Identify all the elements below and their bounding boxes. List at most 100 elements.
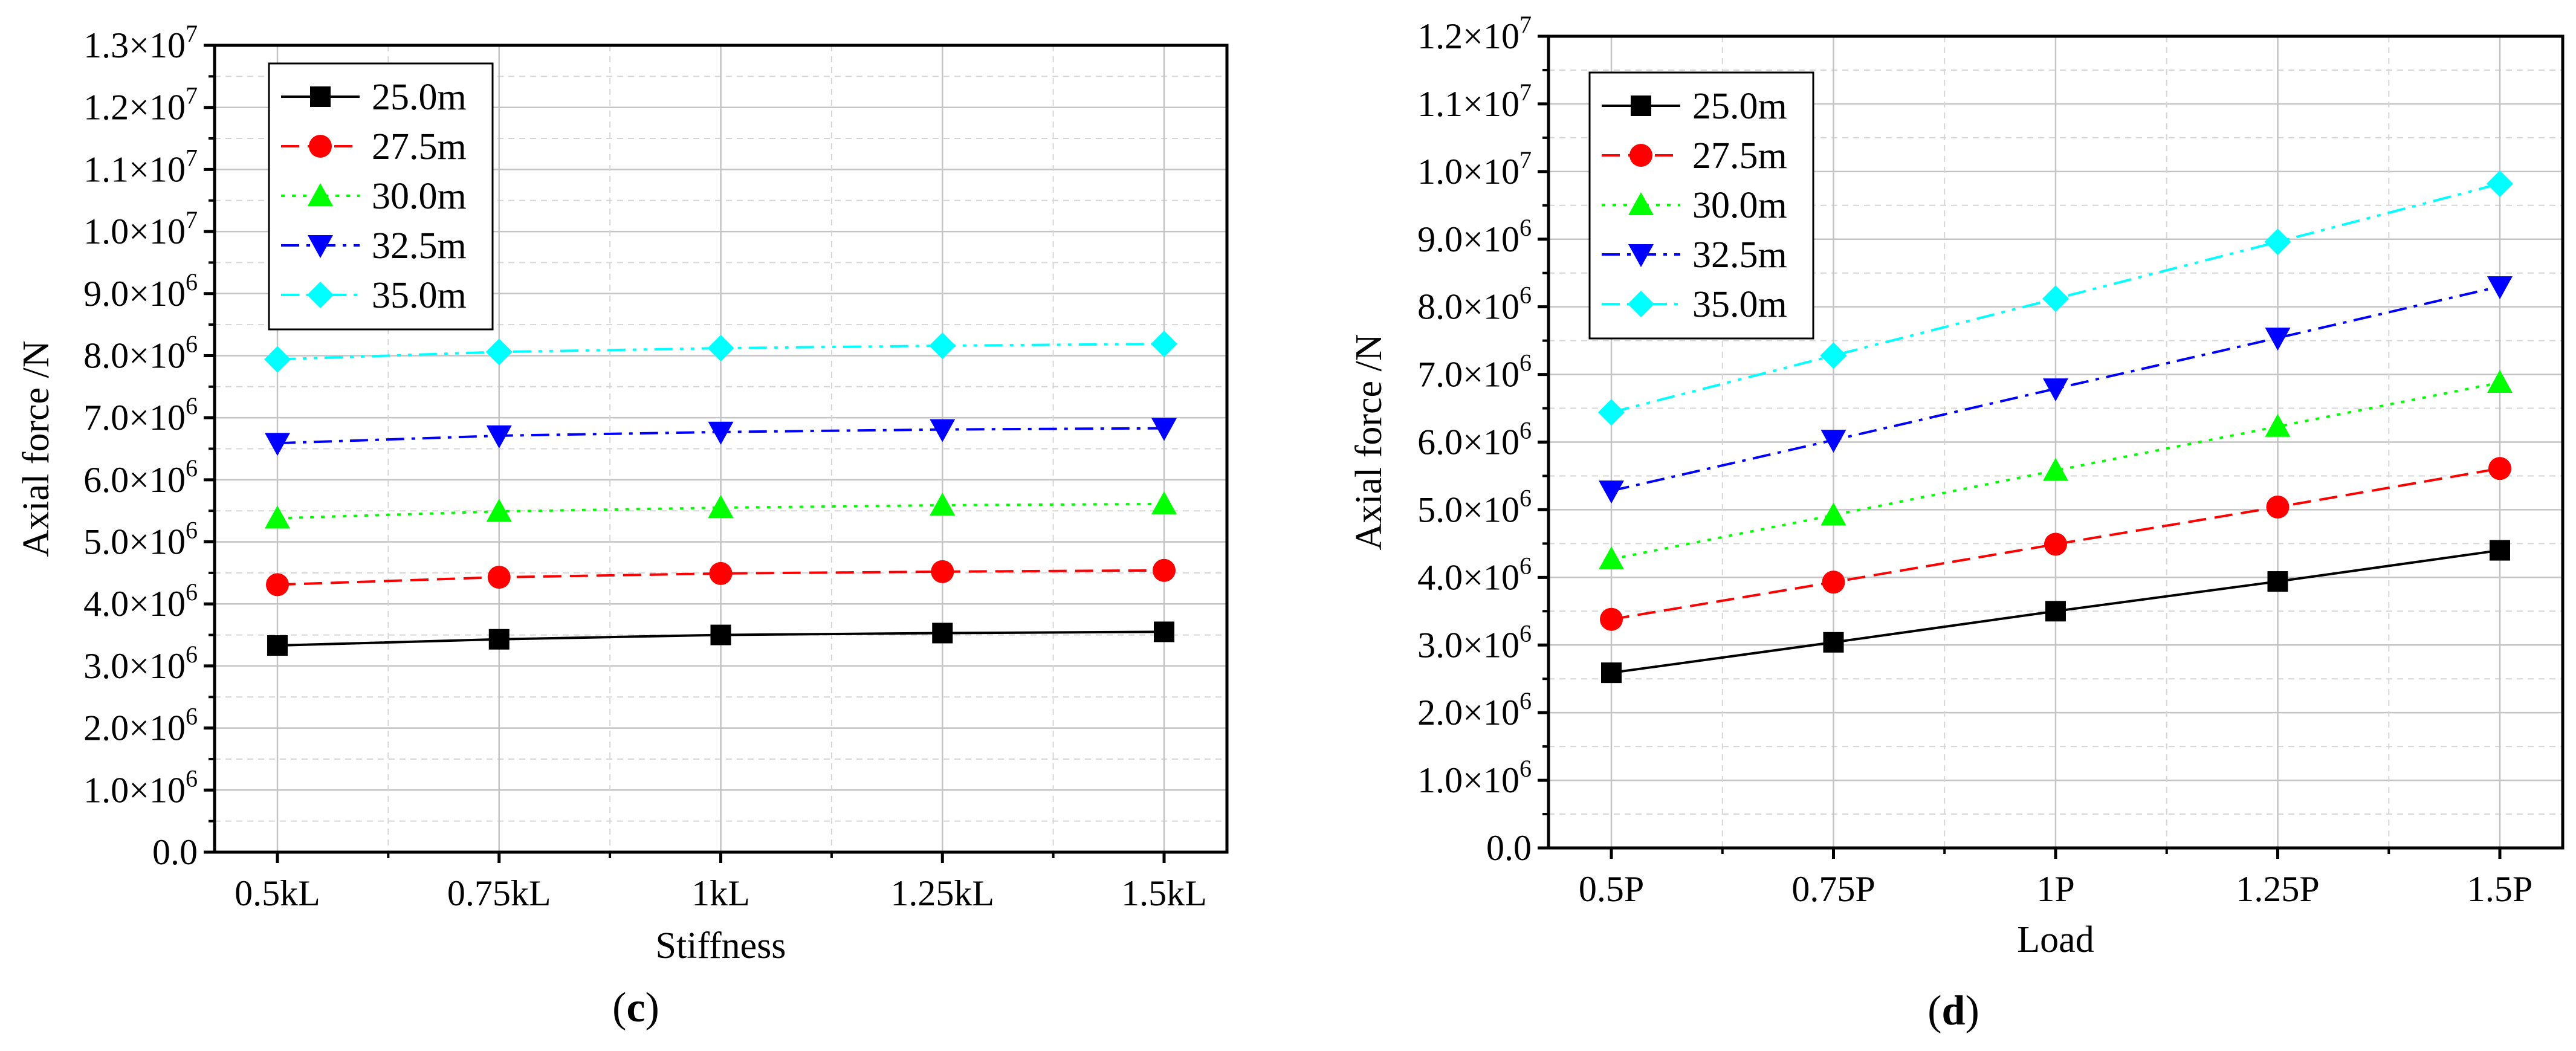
legend-label: 27.5m xyxy=(372,126,467,167)
legend-item: 25.0m xyxy=(281,77,467,118)
data-point xyxy=(1151,418,1177,441)
legend-label: 32.5m xyxy=(1692,234,1787,276)
y-tick-exponent: 7 xyxy=(186,82,198,109)
legend-marker xyxy=(310,86,331,107)
y-tick-mantissa: 1.3×10 xyxy=(83,25,186,65)
y-tick-label: 5.0×106 xyxy=(1417,484,1532,529)
data-point xyxy=(1823,632,1844,653)
data-point xyxy=(2043,378,2068,402)
x-tick-label: 1.25P xyxy=(2236,869,2319,909)
y-tick-mantissa: 9.0×10 xyxy=(83,274,186,314)
legend-label: 35.0m xyxy=(372,275,467,316)
data-point xyxy=(710,624,731,645)
y-tick-exponent: 6 xyxy=(186,578,198,606)
y-tick-label: 7.0×106 xyxy=(83,392,198,438)
y-tick-exponent: 6 xyxy=(1519,619,1532,647)
y-tick-mantissa: 2.0×10 xyxy=(1417,693,1519,732)
y-tick-exponent: 6 xyxy=(186,517,198,544)
legend-item: 32.5m xyxy=(1602,234,1787,276)
data-point xyxy=(265,505,290,529)
data-point xyxy=(929,332,956,360)
y-tick-label: 2.0×106 xyxy=(83,703,198,748)
data-point xyxy=(1151,330,1177,357)
data-point xyxy=(1154,621,1174,642)
y-tick-label: 1.0×106 xyxy=(83,765,198,810)
panel-label-letter: c xyxy=(626,985,645,1031)
data-point xyxy=(930,492,956,516)
x-axis: 0.5kL 0.75kL 1kL 1.25kL 1.5kL xyxy=(235,852,1207,913)
x-tick-label: 1kL xyxy=(691,873,750,913)
data-point xyxy=(2487,170,2513,197)
y-tick-exponent: 7 xyxy=(186,20,198,47)
y-tick-mantissa: 7.0×10 xyxy=(83,398,186,438)
data-point xyxy=(2490,540,2510,561)
data-point xyxy=(1820,502,1846,526)
data-point xyxy=(487,566,511,589)
data-point xyxy=(2487,276,2513,300)
y-tick-exponent: 6 xyxy=(186,641,198,668)
data-point xyxy=(2488,457,2511,480)
data-point xyxy=(1600,607,1623,631)
x-tick-label: 1.5P xyxy=(2467,869,2532,909)
y-tick-exponent: 6 xyxy=(1519,687,1532,714)
data-point xyxy=(707,335,734,362)
x-tick-label: 1.25kL xyxy=(890,873,994,913)
y-tick-label: 0.0 xyxy=(1486,828,1532,868)
data-point xyxy=(1151,491,1177,514)
y-tick-mantissa: 1.0×10 xyxy=(1417,152,1519,192)
y-tick-exponent: 6 xyxy=(186,703,198,730)
panel-label-letter: d xyxy=(1942,988,1966,1034)
y-tick-mantissa: 9.0×10 xyxy=(1417,219,1519,259)
y-tick-label: 1.0×107 xyxy=(83,206,198,251)
panel-label-close: ) xyxy=(1965,988,1979,1034)
y-tick-mantissa: 1.2×10 xyxy=(83,88,186,128)
x-axis: 0.5P 0.75P 1P 1.25P 1.5P xyxy=(1579,848,2532,909)
y-tick-exponent: 6 xyxy=(186,392,198,419)
y-tick-exponent: 7 xyxy=(1519,11,1532,38)
y-axis-title: Axial force /N xyxy=(1348,334,1390,550)
panel-label-open: ( xyxy=(612,985,626,1031)
y-tick-exponent: 6 xyxy=(1519,214,1532,241)
legend-item: 35.0m xyxy=(1602,284,1787,325)
data-point xyxy=(2264,228,2291,256)
y-tick-label: 3.0×106 xyxy=(1417,619,1532,665)
legend-marker xyxy=(308,183,333,206)
data-point xyxy=(2045,601,2066,622)
legend-marker xyxy=(1628,291,1654,317)
y-axis: 0.01.0×1062.0×1063.0×1064.0×1065.0×1066.… xyxy=(1417,11,1549,868)
data-point xyxy=(486,425,512,448)
data-point xyxy=(485,338,513,366)
data-point xyxy=(2265,328,2291,351)
y-tick-exponent: 6 xyxy=(186,765,198,792)
y-tick-mantissa: 5.0×10 xyxy=(83,522,186,562)
y-tick-exponent: 6 xyxy=(1519,349,1532,377)
y-tick-label: 3.0×106 xyxy=(83,641,198,686)
y-tick-mantissa: 1.0×10 xyxy=(83,212,186,251)
data-point xyxy=(488,629,510,650)
panel-label-open: ( xyxy=(1927,988,1941,1034)
legend-label: 25.0m xyxy=(1692,86,1787,127)
y-tick-mantissa: 6.0×10 xyxy=(83,460,186,500)
data-point xyxy=(2044,532,2067,556)
legend-label: 30.0m xyxy=(372,176,467,217)
series-27.5m xyxy=(266,558,1176,597)
legend-item: 32.5m xyxy=(281,225,467,267)
series-30.0m xyxy=(1599,370,2513,570)
y-tick-exponent: 7 xyxy=(186,144,198,171)
data-point xyxy=(266,573,289,597)
y-tick-label: 1.0×106 xyxy=(1417,755,1532,800)
series-group xyxy=(1598,170,2513,684)
series-27.5m xyxy=(1600,457,2511,631)
y-tick-label: 2.0×106 xyxy=(1417,687,1532,732)
x-axis-title: Stiffness xyxy=(656,925,786,966)
y-tick-label: 9.0×106 xyxy=(1417,214,1532,259)
x-tick-label: 1.5kL xyxy=(1121,873,1207,913)
y-tick-mantissa: 1.2×10 xyxy=(1417,16,1519,56)
series-32.5m xyxy=(265,418,1177,456)
legend-item: 25.0m xyxy=(1602,86,1787,127)
y-tick-mantissa: 2.0×10 xyxy=(83,708,186,748)
legend-item: 27.5m xyxy=(281,126,467,167)
legend-marker xyxy=(308,235,333,258)
data-point xyxy=(1153,558,1176,582)
